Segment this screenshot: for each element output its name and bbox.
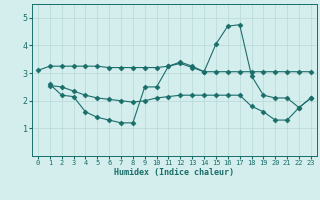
- X-axis label: Humidex (Indice chaleur): Humidex (Indice chaleur): [115, 168, 234, 177]
